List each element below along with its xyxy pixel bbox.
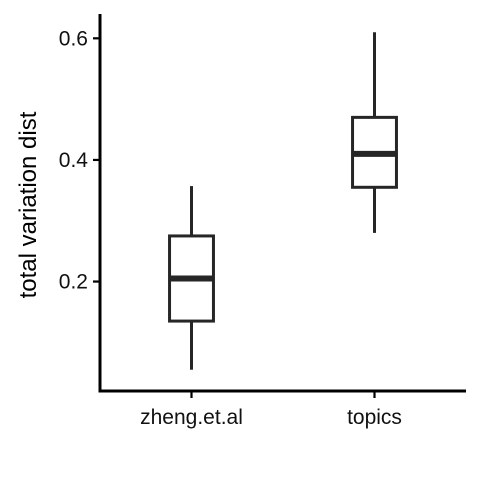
y-tick-label: 0.6: [59, 27, 88, 50]
y-axis: 0.2 0.4 0.6: [59, 14, 102, 393]
y-tick-label: 0.2: [59, 271, 88, 294]
y-axis-title: total variation dist: [15, 111, 42, 298]
x-axis: zheng.et.al topics: [98, 389, 466, 429]
y-tick-label: 0.4: [59, 149, 89, 172]
boxes-layer: [168, 32, 398, 370]
x-tick-label: zheng.et.al: [140, 406, 243, 429]
box-zheng-et-al: [168, 186, 215, 370]
box-topics: [351, 32, 398, 233]
x-tick-label: topics: [347, 406, 402, 429]
